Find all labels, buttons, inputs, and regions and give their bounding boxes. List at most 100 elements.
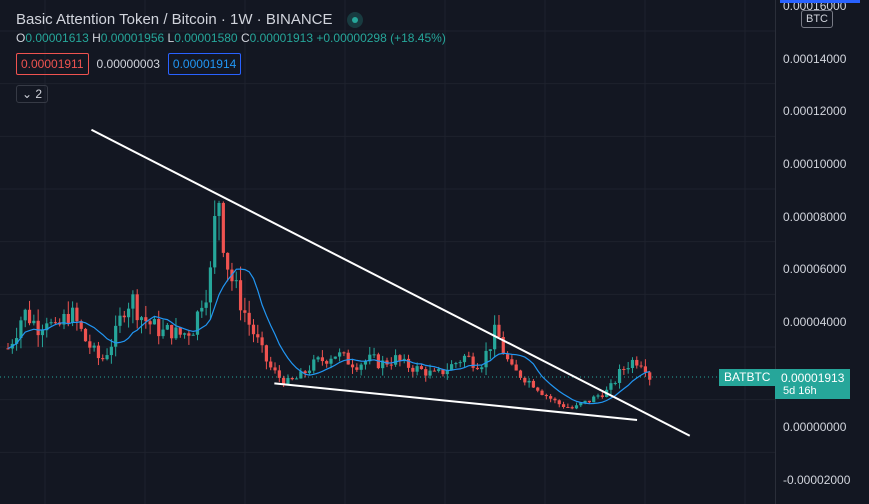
candle-body	[570, 407, 574, 409]
candle-body	[536, 387, 540, 391]
candle-body	[600, 395, 604, 398]
candle-body	[475, 367, 480, 370]
candle-body	[419, 366, 424, 370]
candle-body	[204, 302, 208, 308]
candle-body	[510, 359, 514, 365]
candle-body	[505, 354, 510, 360]
candle-body	[531, 380, 536, 388]
candle-body	[333, 356, 337, 359]
candle-body	[415, 366, 419, 372]
close-label: C	[240, 31, 250, 45]
candle-body	[32, 320, 36, 324]
candle-body	[105, 355, 109, 360]
sell-price-button[interactable]: 0.00001911	[16, 53, 89, 75]
candle-body	[523, 377, 527, 383]
chart-plot-area[interactable]	[0, 0, 775, 504]
candle-body	[251, 324, 256, 335]
candle-body	[411, 367, 415, 372]
candle-body	[501, 337, 505, 355]
price-tick-label: 0.00016000	[783, 0, 847, 13]
candle-body	[157, 319, 161, 337]
candle-body	[553, 398, 557, 401]
price-tick-label: 0.00004000	[783, 315, 847, 329]
candle-body	[256, 334, 260, 338]
candle-body	[62, 313, 66, 325]
candle-body	[23, 309, 27, 321]
candle-body	[445, 370, 449, 375]
candle-body	[514, 364, 518, 371]
currency-badge[interactable]: BTC	[801, 10, 833, 28]
candle-body	[273, 367, 277, 371]
candle-body	[49, 322, 53, 324]
candle-body	[566, 406, 570, 408]
candle-body	[368, 354, 372, 362]
candle-body	[165, 324, 169, 330]
candle-body	[243, 310, 247, 313]
current-price-tag: 0.00001913 5d 16h	[775, 369, 850, 399]
price-axis[interactable]: 0.00016000 0.00014000 0.00012000 0.00010000…	[775, 0, 869, 504]
candle-body	[299, 371, 303, 379]
open-value: 0.00001613	[25, 31, 89, 45]
candle-body	[372, 354, 376, 356]
candle-body	[114, 325, 118, 347]
candle-body	[131, 294, 135, 309]
candle-body	[359, 364, 363, 370]
candle-body	[635, 359, 639, 366]
price-tick-label: 0.00014000	[783, 51, 847, 66]
candle-body	[79, 321, 83, 329]
high-value: 0.00001956	[100, 31, 165, 45]
indicators-toggle-button[interactable]: ⌄ 2	[16, 85, 49, 103]
candle-body	[307, 370, 312, 374]
candle-body	[195, 311, 200, 335]
candle-body	[234, 280, 238, 282]
candle-body	[449, 364, 454, 371]
candle-body	[363, 361, 368, 365]
candle-body	[6, 348, 10, 350]
high-label: H	[92, 31, 101, 45]
current-price-value: 0.00001913	[781, 371, 845, 385]
buy-price-button[interactable]: 0.00001914	[167, 53, 242, 75]
spread-value: 0.00000003	[96, 57, 160, 71]
price-tick-label: 0.00000000	[783, 420, 847, 435]
axis-top-accent	[780, 0, 860, 3]
candle-body	[648, 372, 652, 380]
candle-body	[462, 355, 467, 363]
candle-body	[626, 368, 630, 370]
candle-body	[19, 320, 23, 339]
symbol-title[interactable]: Basic Attention Token / Bitcoin · 1W · B…	[16, 11, 333, 28]
candle-body	[561, 404, 566, 407]
candle-body	[118, 315, 122, 326]
candle-body	[148, 321, 152, 325]
candle-body	[458, 362, 462, 364]
candle-body	[467, 355, 471, 357]
candle-body	[381, 360, 385, 369]
candle-body	[587, 400, 592, 403]
candle-body	[144, 317, 148, 322]
candle-body	[432, 370, 436, 372]
candle-body	[174, 327, 178, 339]
candle-body	[247, 312, 251, 325]
candle-body	[238, 280, 243, 311]
candle-body	[592, 396, 596, 403]
candle-body	[346, 352, 350, 365]
open-label: O	[16, 31, 26, 45]
price-chart[interactable]	[0, 0, 775, 504]
candle-body	[518, 370, 523, 378]
candle-body	[135, 294, 139, 321]
candle-body	[282, 377, 286, 385]
bar-countdown: 5d 16h	[783, 385, 817, 397]
ohlc-values: O0.00001613 H0.00001956 L0.00001580 C0.0…	[16, 31, 446, 45]
candle-body	[480, 367, 484, 370]
price-tick-label: 0.00006000	[783, 262, 847, 277]
candle-body	[325, 361, 329, 364]
candle-body	[264, 345, 269, 362]
candle-body	[394, 355, 398, 365]
candle-body	[92, 345, 96, 348]
moving-average-line	[7, 268, 650, 405]
candle-body	[88, 341, 92, 348]
candle-body	[454, 363, 458, 365]
candle-body	[338, 352, 342, 357]
candle-body	[170, 324, 174, 339]
candle-body	[596, 395, 600, 397]
trendline-1	[90, 128, 691, 437]
